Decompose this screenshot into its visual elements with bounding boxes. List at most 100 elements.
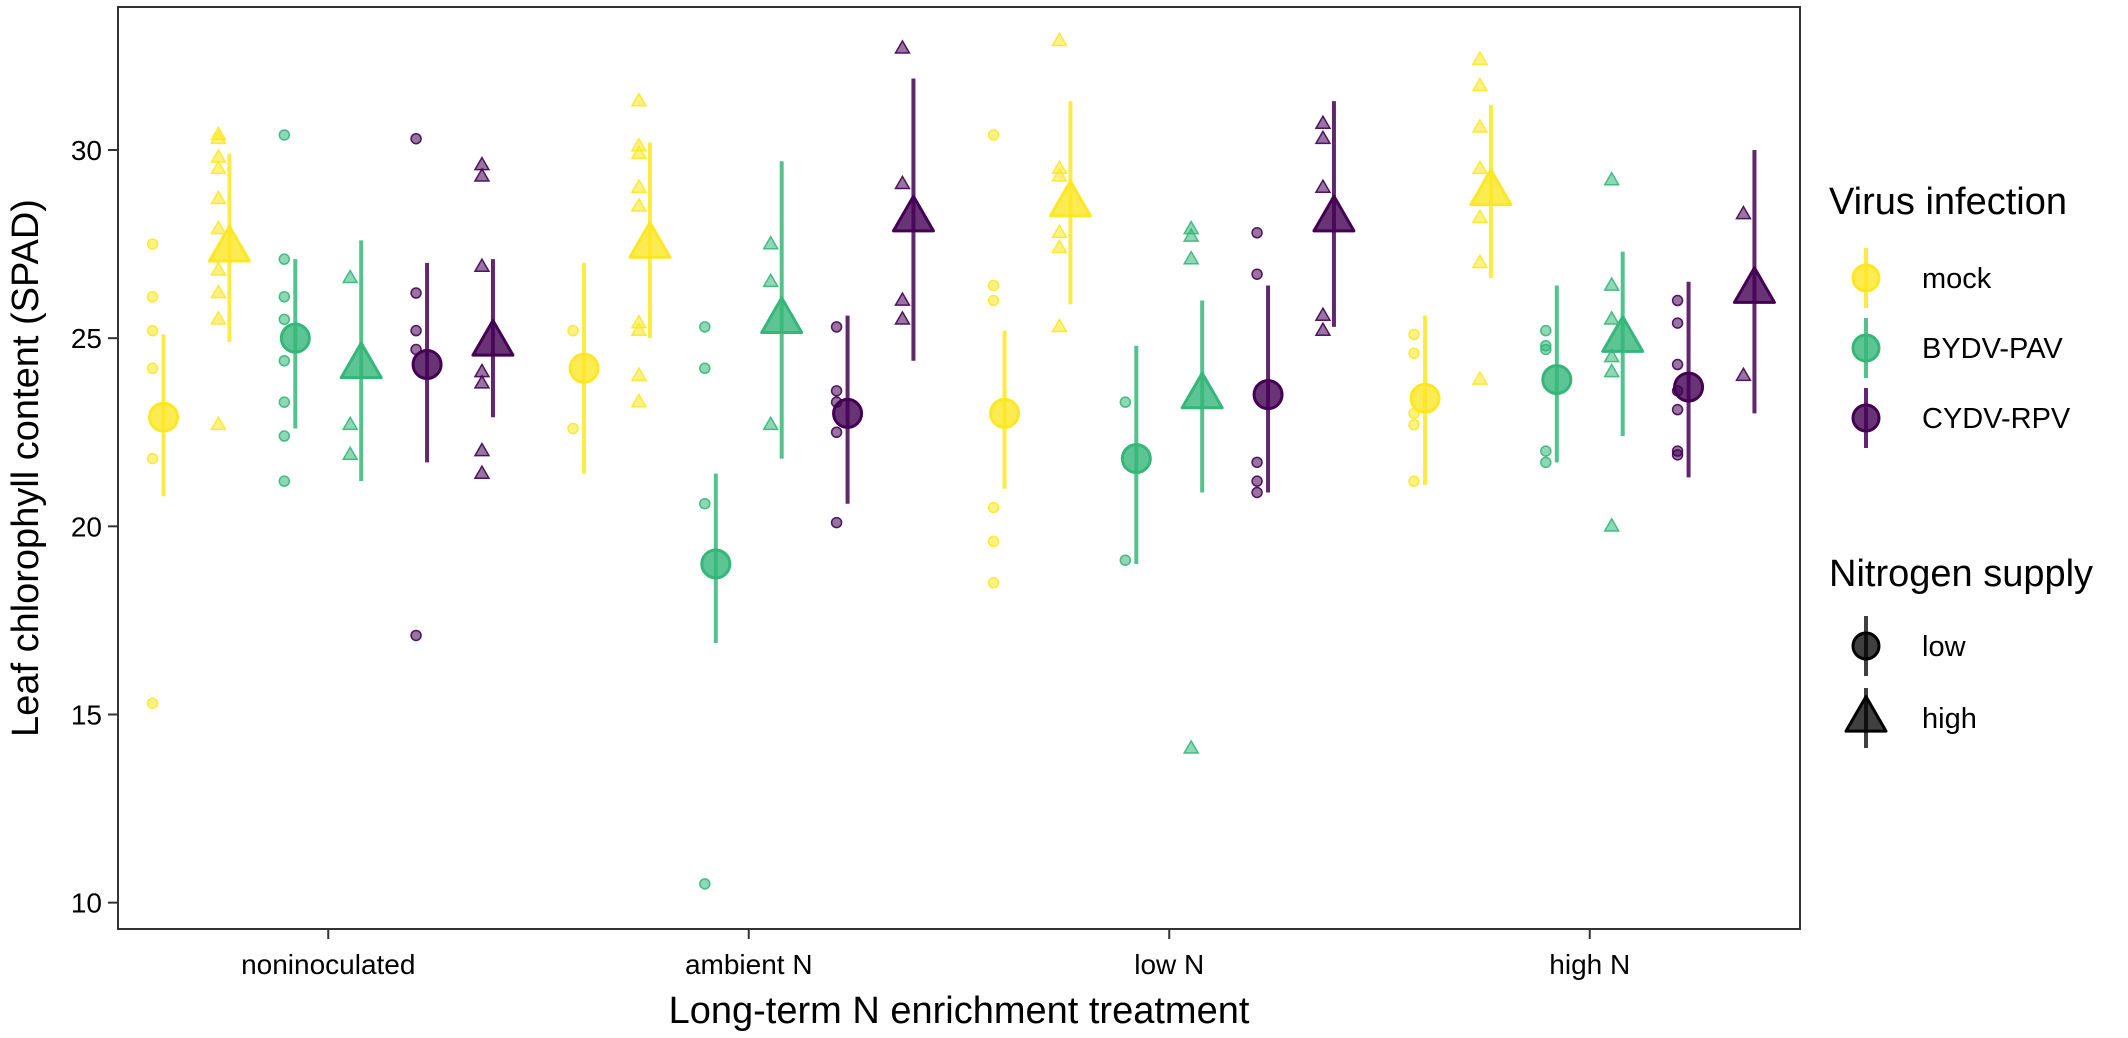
raw-point-s19-mock-high-5 xyxy=(1471,253,1489,269)
raw-point-s7-mock-high-7 xyxy=(630,366,648,382)
mean-marker-s21-pav-high xyxy=(1601,315,1645,353)
mean-marker-s3-pav-high xyxy=(339,341,383,380)
mean-marker-s20-pav-low xyxy=(1541,364,1573,396)
raw-point-s19-mock-high-3 xyxy=(1471,159,1489,175)
raw-point-s22-rpv-low-2 xyxy=(1671,358,1684,371)
legend-title-virus: Virus infection xyxy=(1829,181,2067,223)
legend-key-marker-mock xyxy=(1851,263,1881,293)
raw-point-s18-mock-low-1 xyxy=(1408,347,1420,359)
plot-panel xyxy=(117,6,1801,930)
raw-point-s6-mock-low-1 xyxy=(567,422,579,435)
raw-point-s9-pav-high-0 xyxy=(762,235,779,250)
y-tick-label-10: 10 xyxy=(71,888,102,919)
raw-point-s4-rpv-low-4 xyxy=(410,629,422,642)
y-axis-title: Leaf chlorophyll content (SPAD) xyxy=(5,199,47,737)
axes: 10 15 20 25 30 noninoculated ambient N low N hig… xyxy=(71,135,1630,980)
raw-point-s17-rpv-high-3 xyxy=(1314,306,1332,321)
raw-point-s1-mock-high-7 xyxy=(210,283,227,299)
mean-marker-s1-mock-high xyxy=(207,224,251,263)
raw-point-s13-mock-high-4 xyxy=(1051,238,1068,254)
raw-point-s2-pav-low-6 xyxy=(278,430,291,442)
raw-point-s0-mock-low-0 xyxy=(146,238,159,250)
mean-marker-s11-rpv-high xyxy=(891,194,935,233)
mean-marker-s2-pav-low xyxy=(279,322,311,354)
mean-marker-s23-rpv-high xyxy=(1732,266,1776,304)
mean-marker-s15-pav-high xyxy=(1180,371,1224,410)
raw-point-s12-mock-low-2 xyxy=(987,294,1000,307)
raw-point-s11-rpv-high-2 xyxy=(894,291,911,306)
raw-point-s12-mock-low-0 xyxy=(987,129,1000,141)
legend-key-marker-low xyxy=(1851,631,1881,661)
raw-point-s1-mock-high-1 xyxy=(210,129,227,145)
raw-point-s7-mock-high-8 xyxy=(630,393,648,408)
x-tick-label-3: high N xyxy=(1549,949,1630,980)
raw-point-s17-rpv-high-0 xyxy=(1314,114,1332,130)
raw-point-s19-mock-high-0 xyxy=(1471,50,1489,66)
mean-marker-s6-mock-low xyxy=(568,352,600,384)
raw-point-s8-pav-low-3 xyxy=(699,878,711,890)
raw-point-s20-pav-low-0 xyxy=(1540,324,1552,337)
raw-point-s21-pav-high-0 xyxy=(1603,171,1620,186)
raw-point-s2-pav-low-5 xyxy=(278,396,291,408)
raw-point-s3-pav-high-1 xyxy=(341,415,359,431)
raw-point-s22-rpv-low-0 xyxy=(1671,294,1684,307)
legend-key-marker-high xyxy=(1844,695,1888,733)
mean-marker-s0-mock-low xyxy=(148,401,180,433)
raw-point-s21-pav-high-5 xyxy=(1603,517,1620,532)
raw-point-s10-rpv-low-1 xyxy=(830,385,843,397)
legend-label-pav: BYDV-PAV xyxy=(1922,333,2063,365)
mean-marker-s16-rpv-low xyxy=(1252,379,1284,411)
y-tick-label-25: 25 xyxy=(71,323,102,354)
raw-point-s16-rpv-low-0 xyxy=(1251,227,1263,239)
raw-point-s8-pav-low-0 xyxy=(699,321,711,333)
raw-point-s19-mock-high-4 xyxy=(1471,208,1489,224)
raw-point-s0-mock-low-2 xyxy=(146,324,159,337)
raw-point-s4-rpv-low-1 xyxy=(410,287,422,299)
legend-label-rpv: CYDV-RPV xyxy=(1922,403,2071,435)
raw-point-s10-rpv-low-4 xyxy=(830,516,843,529)
raw-point-s12-mock-low-5 xyxy=(987,577,1000,589)
raw-point-s0-mock-low-5 xyxy=(146,697,159,709)
raw-point-s22-rpv-low-6 xyxy=(1671,449,1684,461)
legend-label-mock: mock xyxy=(1922,263,1992,295)
raw-point-s6-mock-low-0 xyxy=(567,324,579,337)
raw-point-s13-mock-high-5 xyxy=(1051,317,1068,333)
mean-marker-s9-pav-high xyxy=(760,296,804,335)
raw-point-s2-pav-low-3 xyxy=(278,313,291,326)
mean-marker-s10-rpv-low xyxy=(832,397,864,429)
raw-point-s1-mock-high-5 xyxy=(210,220,227,235)
raw-point-s7-mock-high-4 xyxy=(630,197,648,212)
raw-point-s18-mock-low-3 xyxy=(1408,418,1420,431)
raw-point-s15-pav-high-1 xyxy=(1182,227,1200,242)
raw-point-s16-rpv-low-1 xyxy=(1251,268,1263,280)
x-axis-title: Long-term N enrichment treatment xyxy=(669,990,1250,1032)
mean-marker-s19-mock-high xyxy=(1469,168,1513,207)
legend-label-low: low xyxy=(1922,631,1967,663)
raw-point-s11-rpv-high-0 xyxy=(894,39,911,54)
x-tick-label-0: noninoculated xyxy=(241,949,415,980)
y-tick-label-15: 15 xyxy=(71,699,102,730)
raw-point-s16-rpv-low-2 xyxy=(1251,456,1263,469)
raw-point-s7-mock-high-0 xyxy=(630,92,648,107)
raw-point-s18-mock-low-0 xyxy=(1408,328,1420,341)
raw-point-s12-mock-low-1 xyxy=(987,279,1000,292)
raw-point-s7-mock-high-6 xyxy=(630,321,648,336)
raw-point-s7-mock-high-2 xyxy=(630,144,648,160)
legend-virus-items: mock BYDV-PAV CYDV-RPV xyxy=(1851,248,2071,448)
raw-point-s1-mock-high-9 xyxy=(210,415,227,431)
y-tick-label-30: 30 xyxy=(71,135,102,166)
raw-point-s17-rpv-high-1 xyxy=(1314,129,1332,145)
raw-point-s11-rpv-high-1 xyxy=(894,174,911,190)
raw-point-s5-rpv-high-1 xyxy=(473,167,491,182)
raw-point-s13-mock-high-2 xyxy=(1051,167,1068,182)
mean-marker-s4-rpv-low xyxy=(411,349,443,381)
raw-point-s10-rpv-low-0 xyxy=(830,321,843,333)
raw-point-s5-rpv-high-4 xyxy=(473,374,491,389)
chart-marks xyxy=(146,31,1776,890)
raw-point-s1-mock-high-3 xyxy=(210,159,227,175)
raw-point-s19-mock-high-1 xyxy=(1471,77,1489,92)
raw-point-s7-mock-high-3 xyxy=(630,178,648,193)
raw-point-s2-pav-low-0 xyxy=(278,129,291,141)
x-tick-label-2: low N xyxy=(1134,949,1204,980)
raw-point-s8-pav-low-1 xyxy=(699,362,711,375)
